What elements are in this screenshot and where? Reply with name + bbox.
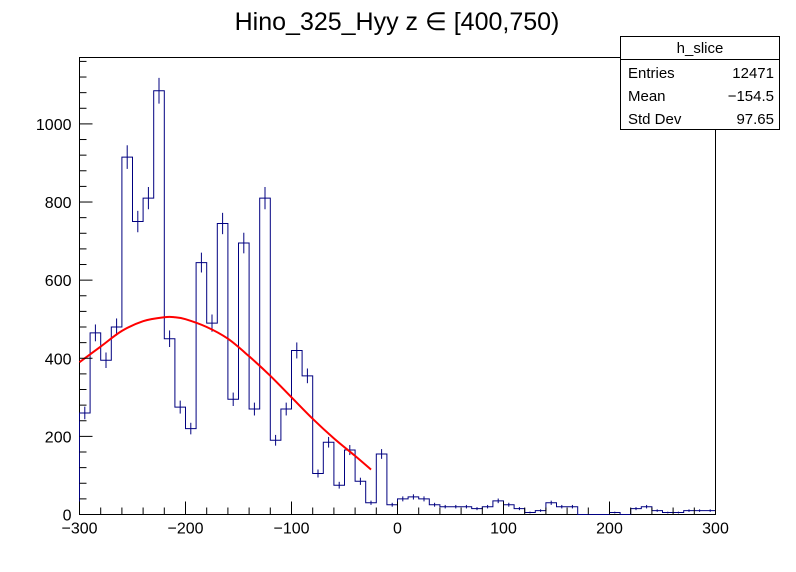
stats-entries-value: 12471 [732, 65, 774, 82]
stats-entries-label: Entries [628, 65, 675, 82]
stats-stddev-value: 97.65 [736, 111, 774, 128]
stats-box-title: h_slice [677, 40, 724, 57]
y-tick-label: 800 [45, 195, 72, 212]
fit-curve [78, 315, 372, 471]
x-tick-label: 300 [702, 521, 729, 538]
stats-mean-label: Mean [628, 88, 666, 105]
y-tick-label: 0 [63, 508, 72, 525]
x-tick-label: −300 [61, 521, 97, 538]
chart-title: Hino_325_Hyy z ∈ [400,750) [235, 8, 560, 36]
x-tick-label: 0 [393, 521, 402, 538]
y-tick-label: 200 [45, 429, 72, 446]
x-tick-label: −100 [273, 521, 309, 538]
x-tick-label: −200 [167, 521, 203, 538]
x-tick-label: 200 [596, 521, 623, 538]
histogram-outline [79, 90, 716, 515]
x-tick-label: 100 [490, 521, 517, 538]
stats-mean-value: −154.5 [728, 88, 774, 105]
stats-box-frame [620, 36, 780, 130]
stats-box: h_slice Entries 12471 Mean −154.5 Std De… [620, 36, 780, 130]
y-tick-label: 1000 [36, 117, 72, 134]
y-tick-label: 400 [45, 351, 72, 368]
x-axis: −300 −200 −100 0 100 200 300 [61, 501, 729, 538]
stats-stddev-label: Std Dev [628, 111, 682, 128]
y-tick-label: 600 [45, 273, 72, 290]
y-axis: 0 200 400 600 800 1000 [36, 60, 93, 525]
